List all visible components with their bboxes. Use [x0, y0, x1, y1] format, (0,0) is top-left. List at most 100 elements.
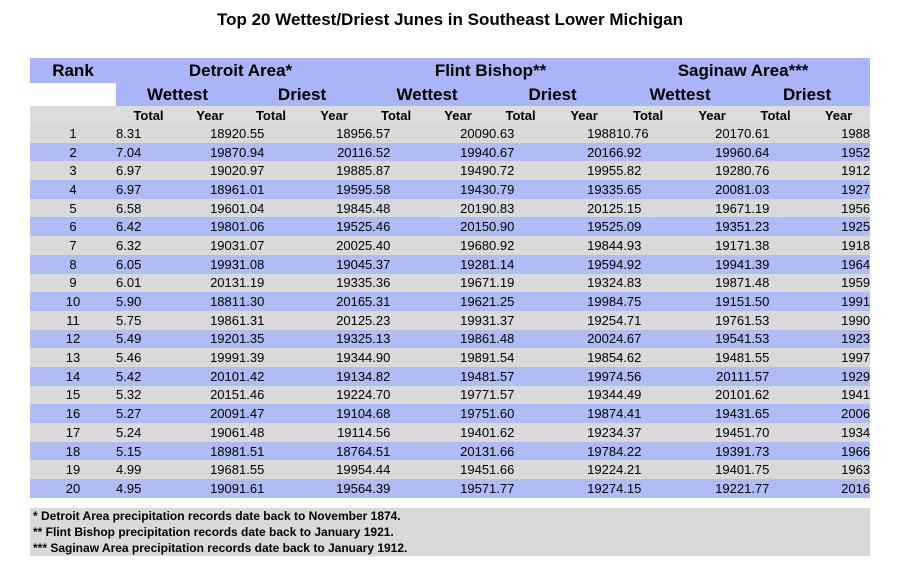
detroit-driest-total: 0.55 [239, 124, 303, 143]
footnote-flint: ** Flint Bishop precipitation records da… [33, 525, 394, 539]
saginaw-driest-year: 1918 [807, 236, 871, 255]
footnote-detroit: * Detroit Area precipitation records dat… [33, 509, 401, 523]
flint-wettest-total: 5.13 [365, 329, 428, 349]
rank-cell: 20 [30, 479, 116, 498]
saginaw-driest-total: 1.62 [744, 385, 808, 405]
flint-wettest-year: 1986 [427, 329, 490, 349]
saginaw-wettest-year: 1940 [680, 460, 745, 480]
flint-wettest-total: 5.87 [365, 161, 428, 181]
total-header: Total [365, 106, 428, 124]
flint-driest-year: 2012 [552, 198, 617, 218]
saginaw-wettest-total: 4.67 [616, 329, 681, 349]
flint-driest-total: 1.60 [489, 404, 553, 423]
footnotes: * Detroit Area precipitation records dat… [30, 508, 870, 556]
detroit-wettest-total: 6.32 [116, 236, 181, 255]
detroit-wettest-total: 6.97 [116, 180, 181, 199]
saginaw-driest-total: 0.64 [744, 142, 808, 162]
flint-driest-year: 1998 [552, 292, 617, 311]
total-header: Total [489, 106, 553, 124]
flint-wettest-year: 1975 [427, 404, 490, 423]
saginaw-wettest-total: 5.65 [616, 180, 681, 199]
year-header: Year [181, 106, 239, 124]
flint-wettest-year: 2013 [427, 441, 490, 461]
saginaw-wettest-year: 1948 [680, 348, 745, 367]
detroit-wettest-total: 5.32 [116, 385, 181, 405]
detroit-wettest-year: 1892 [181, 124, 239, 143]
flint-wettest-year: 1943 [427, 180, 490, 199]
total-header: Total [239, 106, 303, 124]
rank-cell: 10 [30, 292, 116, 311]
table-row: 14 5.42 2010 1.42 1913 4.82 1948 1.57 1997 4.56 20… [30, 366, 871, 386]
flint-wettest-total: 5.36 [365, 273, 428, 293]
detroit-driest-total: 0.97 [239, 161, 303, 181]
detroit-driest-total: 1.30 [239, 292, 303, 311]
flint-wettest-year: 1945 [427, 460, 490, 480]
flint-driest-year: 1933 [552, 180, 617, 199]
detroit-wettest-year: 1898 [181, 441, 239, 461]
flint-wettest-year: 1957 [427, 479, 490, 498]
flint-wettest-total: 4.82 [365, 366, 428, 386]
saginaw-driest-total: 1.77 [744, 479, 808, 498]
flint-wettest-total: 4.90 [365, 348, 428, 367]
saginaw-driest-total: 1.57 [744, 366, 808, 386]
flint-driest-year: 1978 [552, 441, 617, 461]
flint-wettest-year: 1989 [427, 348, 490, 367]
detroit-wettest-year: 2010 [181, 366, 239, 386]
flint-driest-total: 1.37 [489, 310, 553, 330]
saginaw-wettest-total: 4.37 [616, 423, 681, 442]
saginaw-wettest-year: 1928 [680, 161, 745, 181]
saginaw-driest-year: 1925 [807, 217, 871, 237]
detroit-driest-year: 2011 [303, 142, 366, 162]
saginaw-driest-total: 1.39 [744, 254, 808, 274]
rank-cell: 16 [30, 404, 116, 423]
flint-driest-year: 1932 [552, 273, 617, 293]
page-title: Top 20 Wettest/Driest Junes in Southeast… [216, 10, 683, 29]
detroit-wettest-total: 7.04 [116, 142, 181, 162]
detroit-wettest-year: 1902 [181, 161, 239, 181]
detroit-driest-year: 1932 [303, 329, 366, 349]
flint-driest-total: 1.57 [489, 366, 553, 386]
flint-wettest-year: 1994 [427, 142, 490, 162]
total-header: Total [116, 106, 181, 124]
saginaw-wettest-total: 4.71 [616, 310, 681, 330]
rank-cell: 14 [30, 366, 116, 386]
rank-cell: 8 [30, 254, 116, 274]
detroit-driest-year: 1995 [303, 460, 366, 480]
rank-cell: 7 [30, 236, 116, 255]
flint-wettest-total: 5.31 [365, 292, 428, 311]
saginaw-driest-year: 1927 [807, 180, 871, 199]
blank-cell [30, 83, 116, 106]
saginaw-wettest-total: 6.92 [616, 142, 681, 162]
flint-wettest-year: 1962 [427, 292, 490, 311]
flint-driest-year: 1959 [552, 254, 617, 274]
flint-wettest-total: 4.39 [365, 479, 428, 498]
saginaw-wettest-year: 1994 [680, 254, 745, 274]
saginaw-driest-year: 1997 [807, 348, 871, 367]
detroit-driest-total: 0.94 [239, 142, 303, 162]
detroit-wettest-total: 5.24 [116, 423, 181, 442]
saginaw-wettest-year: 1945 [680, 423, 745, 442]
table-row: 17 5.24 1906 1.48 1911 4.56 1940 1.62 1923 4.37 19… [30, 423, 871, 442]
flint-wettest-total: 5.58 [365, 180, 428, 199]
flint-wettest-year: 1967 [427, 273, 490, 293]
driest-header: Driest [239, 83, 366, 106]
saginaw-wettest-total: 4.22 [616, 441, 681, 461]
detroit-wettest-total: 5.42 [116, 366, 181, 386]
flint-wettest-total: 4.44 [365, 460, 428, 480]
saginaw-wettest-year: 1976 [680, 310, 745, 330]
detroit-wettest-total: 8.31 [116, 124, 181, 143]
saginaw-wettest-total: 10.76 [616, 124, 681, 143]
table-row: 10 5.90 1881 1.30 2016 5.31 1962 1.25 1998 4.75 19… [30, 292, 871, 311]
flint-wettest-year: 1948 [427, 366, 490, 386]
detroit-wettest-total: 5.49 [116, 329, 181, 349]
saginaw-driest-year: 1934 [807, 423, 871, 442]
detroit-driest-year: 1913 [303, 366, 366, 386]
saginaw-driest-total: 1.75 [744, 460, 808, 480]
rank-cell: 17 [30, 423, 116, 442]
detroit-driest-year: 1922 [303, 385, 366, 405]
detroit-driest-total: 1.47 [239, 404, 303, 423]
table-row: 7 6.32 1903 1.07 2002 5.40 1968 0.92 1984 4.93 191… [30, 236, 871, 255]
detroit-wettest-year: 2013 [181, 273, 239, 293]
flint-driest-year: 1925 [552, 310, 617, 330]
flint-wettest-year: 2019 [427, 198, 490, 218]
